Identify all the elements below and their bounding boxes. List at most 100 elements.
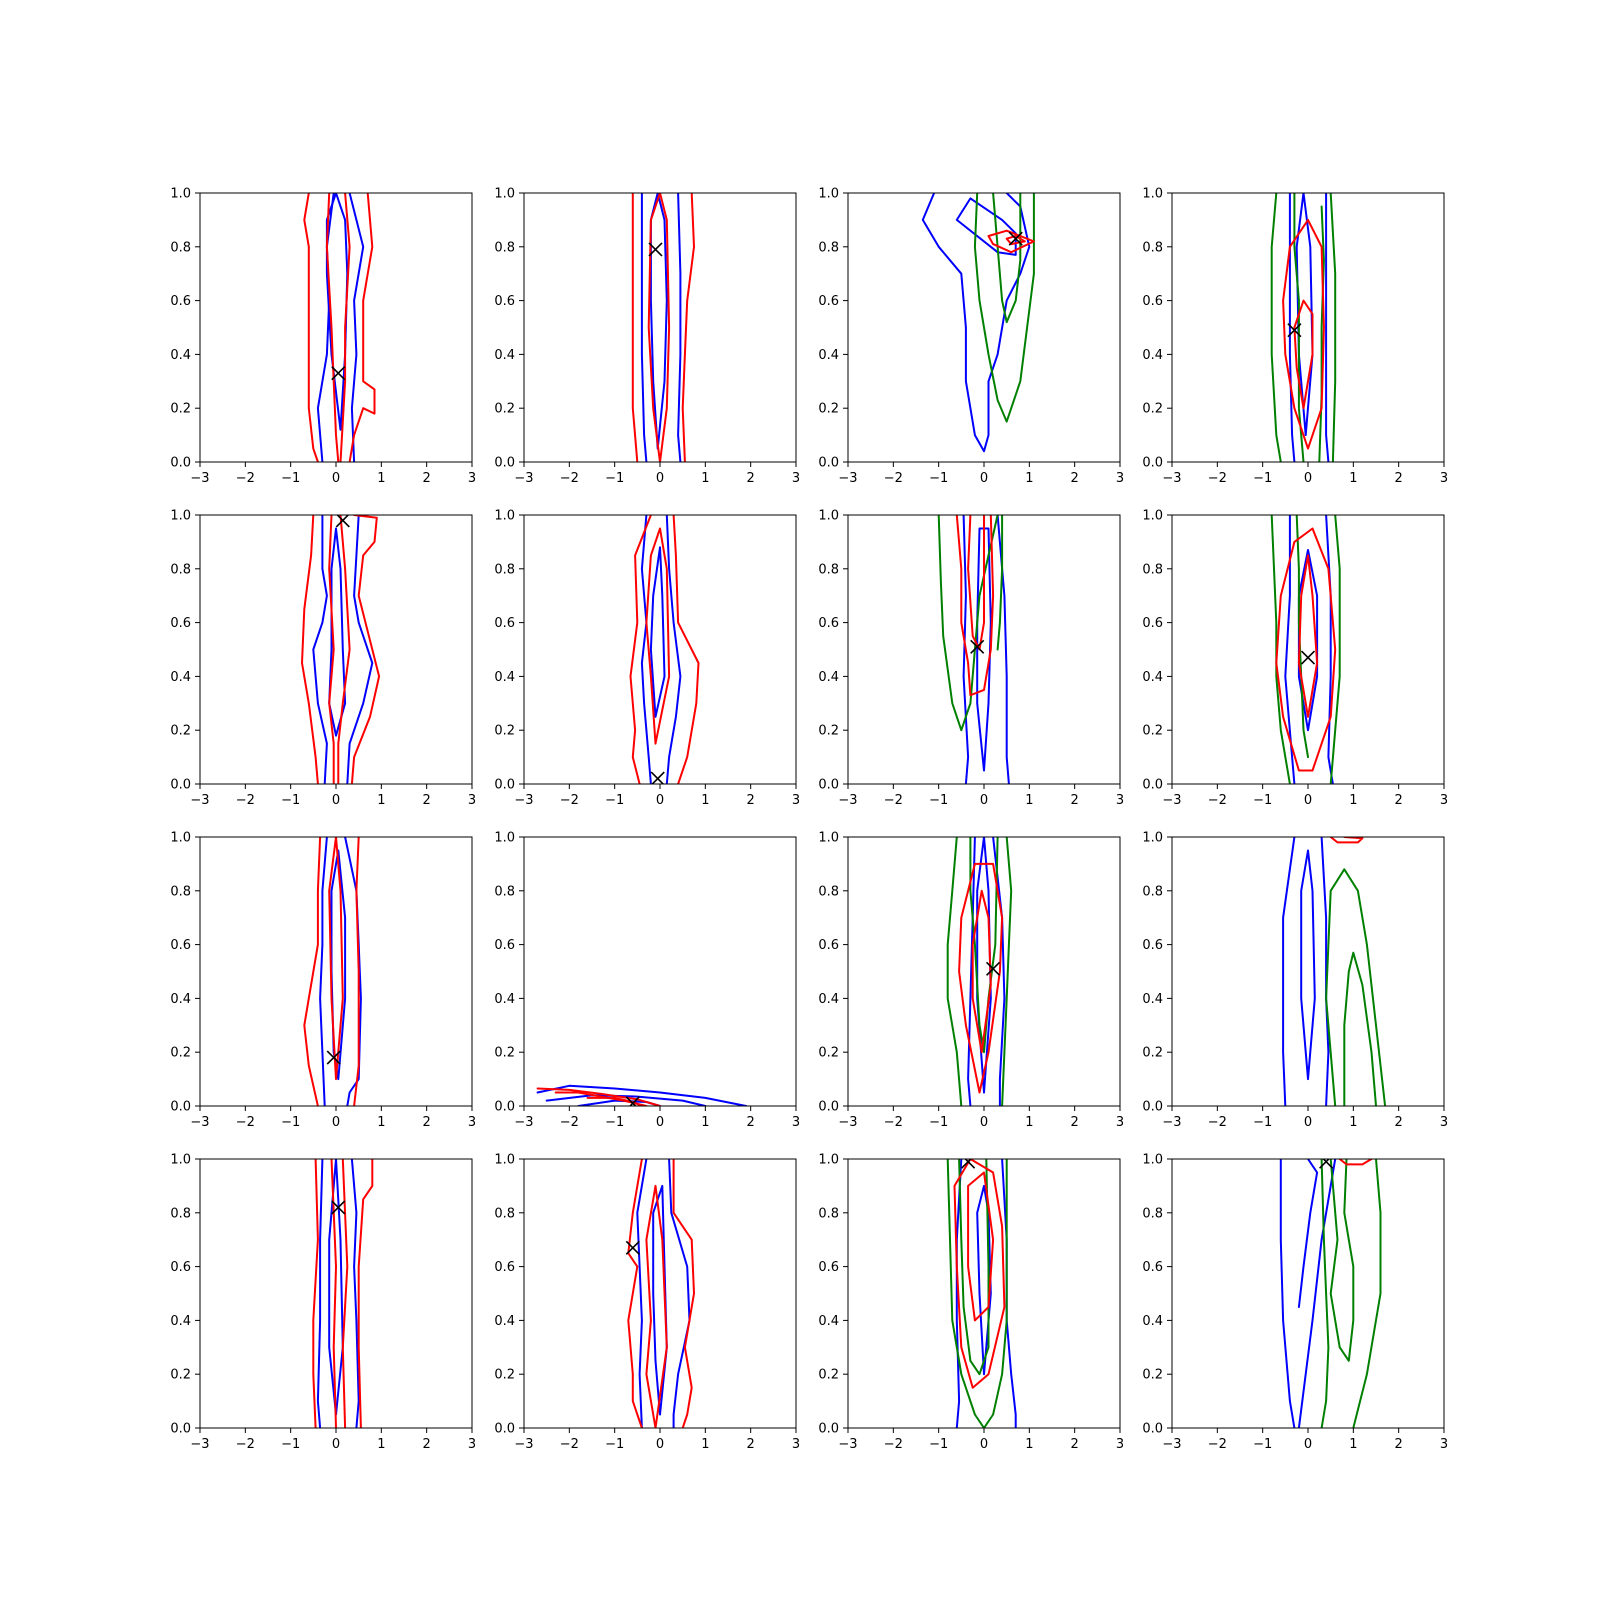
x-tick-label: −1 xyxy=(1253,1115,1272,1130)
red-contour-line xyxy=(348,193,376,462)
red-contour-line xyxy=(536,1087,661,1106)
y-tick-label: 0.2 xyxy=(1142,1368,1163,1383)
x-tick-label: 3 xyxy=(1440,1437,1448,1452)
plot-area xyxy=(946,837,1013,1106)
x-tick-label: 0 xyxy=(656,793,664,808)
y-tick-label: 0.2 xyxy=(1142,402,1163,417)
y-tick-label: 0.8 xyxy=(170,1206,191,1221)
x-marker xyxy=(650,771,665,784)
y-tick-label: 0.4 xyxy=(818,670,839,685)
y-tick-label: 0.8 xyxy=(1142,884,1163,899)
subplot-4-3: −3 −2 −1 0 1 2 3 0.0 0.2 0.4 0.6 0.8 1.0 xyxy=(818,1153,1124,1453)
green-contour-line xyxy=(983,1159,1008,1428)
y-tick-label: 1.0 xyxy=(494,831,515,846)
y-tick-label: 1.0 xyxy=(170,1153,191,1168)
x-tick-label: −1 xyxy=(929,1115,948,1130)
red-contour-line xyxy=(987,229,1035,254)
y-tick-label: 1.0 xyxy=(818,509,839,524)
x-tick-label: 1 xyxy=(1349,471,1357,486)
green-contour-line xyxy=(973,193,1035,423)
y-tick-label: 0.0 xyxy=(818,778,839,793)
blue-contour-line xyxy=(545,1094,707,1106)
x-tick-label: 1 xyxy=(1025,471,1033,486)
green-contour-line xyxy=(1318,205,1325,462)
y-tick-label: 0.0 xyxy=(494,778,515,793)
subplot-4-4: −3 −2 −1 0 1 2 3 0.0 0.2 0.4 0.6 0.8 1.0 xyxy=(1142,1153,1448,1453)
y-tick-label: 0.4 xyxy=(494,1314,515,1329)
subplot-2-4: −3 −2 −1 0 1 2 3 0.0 0.2 0.4 0.6 0.8 1.0 xyxy=(1142,509,1448,809)
y-tick-label: 0.0 xyxy=(170,778,191,793)
y-tick-label: 0.6 xyxy=(818,1260,839,1275)
plot-area xyxy=(312,1159,374,1428)
x-tick-label: −2 xyxy=(236,793,255,808)
y-tick-label: 1.0 xyxy=(1142,187,1163,202)
plot-area xyxy=(303,193,376,462)
y-tick-label: 1.0 xyxy=(1142,509,1163,524)
y-tick-label: 0.4 xyxy=(494,992,515,1007)
subplot-3-1: −3 −2 −1 0 1 2 3 0.0 0.2 0.4 0.6 0.8 1.0 xyxy=(170,831,476,1131)
y-tick-label: 0.6 xyxy=(494,938,515,953)
subplot-grid: −3 −2 −1 0 1 2 3 0.0 0.2 0.4 0.6 0.8 1.0 −3 −2 −1 0 1 2 3 0.… xyxy=(170,187,1448,1453)
y-tick-label: 0.8 xyxy=(1142,1206,1163,1221)
y-tick-label: 0.2 xyxy=(170,724,191,739)
y-tick-label: 0.2 xyxy=(170,1368,191,1383)
x-tick-label: 3 xyxy=(792,793,800,808)
x-tick-label: −3 xyxy=(190,1437,209,1452)
red-contour-line xyxy=(955,515,995,697)
blue-contour-line xyxy=(967,837,976,1106)
green-contour-line xyxy=(996,515,1004,651)
x-tick-label: 2 xyxy=(1071,1115,1079,1130)
green-contour-line xyxy=(1320,1159,1330,1428)
red-contour-line xyxy=(586,1096,643,1106)
x-tick-label: 1 xyxy=(701,1115,709,1130)
y-tick-label: 0.0 xyxy=(818,1100,839,1115)
x-tick-label: −1 xyxy=(929,1437,948,1452)
x-tick-label: −3 xyxy=(838,1437,857,1452)
y-tick-label: 1.0 xyxy=(818,1153,839,1168)
x-tick-label: 1 xyxy=(377,471,385,486)
x-tick-label: −1 xyxy=(929,793,948,808)
x-marker xyxy=(970,639,985,654)
red-contour-line xyxy=(325,193,340,462)
y-tick-label: 0.8 xyxy=(818,240,839,255)
subplot-3-2: −3 −2 −1 0 1 2 3 0.0 0.2 0.4 0.6 0.8 1.0 xyxy=(494,831,800,1131)
x-tick-label: −2 xyxy=(236,471,255,486)
green-contour-line xyxy=(1352,1159,1382,1428)
x-tick-label: 3 xyxy=(468,793,476,808)
y-tick-label: 1.0 xyxy=(494,187,515,202)
x-tick-label: −3 xyxy=(838,793,857,808)
y-tick-label: 0.2 xyxy=(818,724,839,739)
red-contour-line xyxy=(681,193,695,462)
y-tick-label: 0.8 xyxy=(170,884,191,899)
x-tick-label: −2 xyxy=(560,793,579,808)
y-tick-label: 1.0 xyxy=(1142,1153,1163,1168)
y-tick-label: 0.2 xyxy=(170,1046,191,1061)
x-tick-label: 0 xyxy=(1304,793,1312,808)
x-tick-label: 3 xyxy=(468,1437,476,1452)
x-tick-label: −3 xyxy=(514,1437,533,1452)
red-contour-line xyxy=(1005,235,1026,246)
x-tick-label: −2 xyxy=(560,1437,579,1452)
green-contour-line xyxy=(1293,193,1305,462)
x-tick-label: −1 xyxy=(1253,1437,1272,1452)
blue-contour-line xyxy=(640,193,648,462)
y-tick-label: 0.0 xyxy=(494,456,515,471)
y-tick-label: 0.0 xyxy=(494,1100,515,1115)
x-tick-label: −1 xyxy=(929,471,948,486)
blue-contour-line xyxy=(992,837,1006,1106)
y-tick-label: 0.0 xyxy=(1142,1422,1163,1437)
x-tick-label: −3 xyxy=(1162,1437,1181,1452)
x-tick-label: −3 xyxy=(190,471,209,486)
x-tick-label: −2 xyxy=(884,793,903,808)
x-tick-label: −3 xyxy=(514,793,533,808)
x-tick-label: 3 xyxy=(1440,471,1448,486)
plot-area xyxy=(1279,1159,1382,1428)
y-tick-label: 0.4 xyxy=(494,348,515,363)
y-tick-label: 0.6 xyxy=(170,938,191,953)
y-tick-label: 0.0 xyxy=(170,1422,191,1437)
y-tick-label: 0.8 xyxy=(494,240,515,255)
plot-area xyxy=(1270,193,1337,462)
red-contour-line xyxy=(312,1159,319,1428)
x-tick-label: −2 xyxy=(884,471,903,486)
green-contour-line xyxy=(946,1159,985,1428)
